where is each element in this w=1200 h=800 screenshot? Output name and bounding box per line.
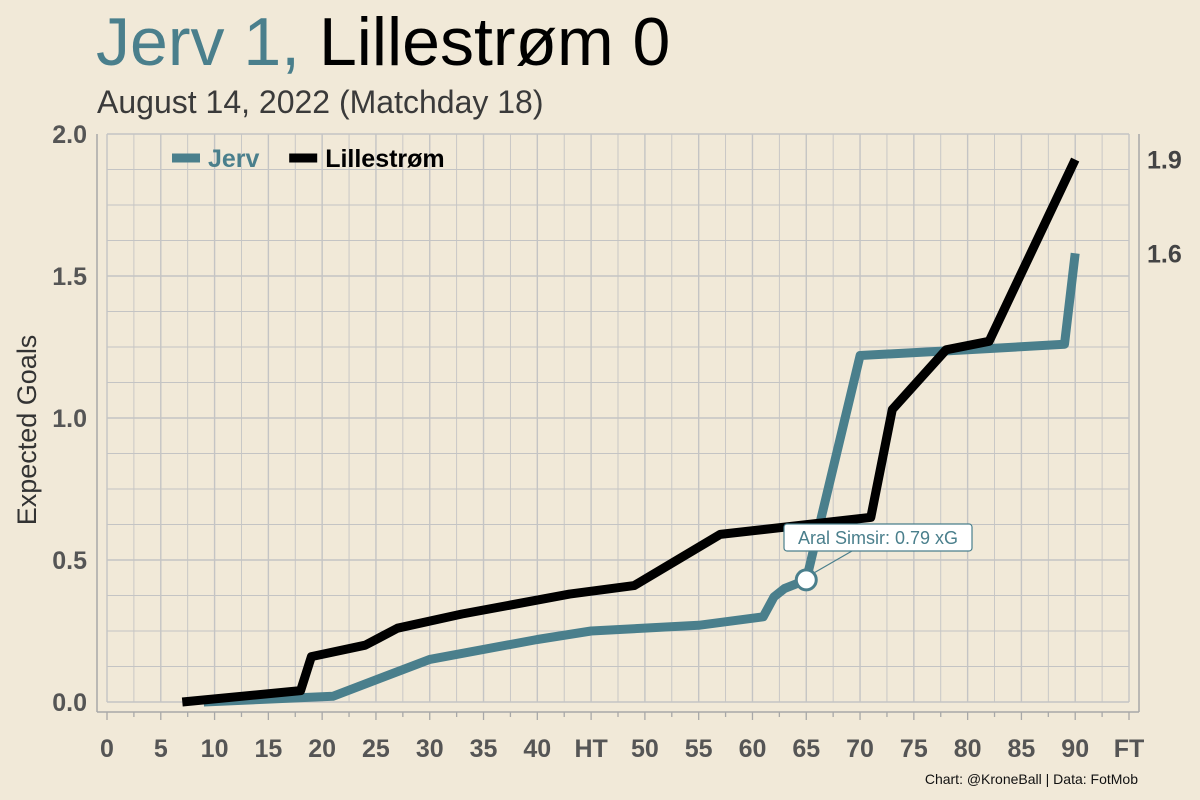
x-tick-label: 85 bbox=[1008, 735, 1036, 763]
axis-frame bbox=[96, 134, 1140, 720]
annotation-box bbox=[783, 523, 973, 552]
legend: Jerv Lillestrøm bbox=[172, 145, 445, 173]
x-tick-label: 50 bbox=[631, 735, 659, 763]
x-tick-label: 5 bbox=[154, 735, 168, 763]
x-tick-label: 15 bbox=[254, 735, 282, 763]
y-tick-label: 1.5 bbox=[52, 263, 87, 291]
x-tick-label: 90 bbox=[1061, 735, 1089, 763]
x-tick-labels: 0 5 10 15 20 25 30 35 40 HT 50 55 60 65 70 75 80 85 90 FT bbox=[100, 735, 1144, 763]
caption: Chart: @KroneBall | Data: FotMob bbox=[924, 771, 1138, 787]
x-tick-label: 0 bbox=[100, 735, 114, 763]
annotation-leader-line bbox=[811, 550, 853, 575]
x-tick-label: 20 bbox=[308, 735, 336, 763]
x-tick-label: 25 bbox=[362, 735, 390, 763]
x-tick-label: 40 bbox=[523, 735, 551, 763]
x-tick-label: 55 bbox=[685, 735, 713, 763]
x-tick-label: 80 bbox=[954, 735, 982, 763]
annotation-marker bbox=[794, 568, 818, 592]
x-tick-label: 75 bbox=[900, 735, 928, 763]
series-lines bbox=[181, 157, 1080, 707]
grid-lines bbox=[106, 133, 1130, 703]
y-tick-label: 1.0 bbox=[52, 405, 87, 433]
x-tick-label: FT bbox=[1114, 735, 1145, 763]
chart-title: Jerv 1, Lillestrøm 0 bbox=[96, 4, 670, 80]
x-tick-label: HT bbox=[574, 735, 607, 763]
chart-subtitle: August 14, 2022 (Matchday 18) bbox=[97, 84, 544, 120]
x-tick-label: 60 bbox=[739, 735, 767, 763]
y-tick-labels: 0.0 0.5 1.0 1.5 2.0 bbox=[52, 121, 87, 717]
x-tick-label: 30 bbox=[416, 735, 444, 763]
x-tick-label: 70 bbox=[846, 735, 874, 763]
shot-annotation: Aral Simsir: 0.79 xG bbox=[783, 523, 973, 592]
end-value-labels: 1.6 1.9 bbox=[1147, 147, 1182, 269]
x-tick-label: 35 bbox=[470, 735, 498, 763]
y-tick-label: 0.5 bbox=[52, 547, 87, 575]
x-tick-label: 10 bbox=[201, 735, 229, 763]
y-axis-label: Expected Goals bbox=[12, 335, 42, 526]
annotation-text: Aral Simsir: 0.79 xG bbox=[798, 528, 958, 548]
end-label: 1.6 bbox=[1147, 240, 1182, 268]
title-away: Lillestrøm 0 bbox=[318, 4, 671, 80]
legend-label: Jerv bbox=[208, 145, 260, 173]
x-tick-label: 65 bbox=[792, 735, 820, 763]
y-tick-label: 2.0 bbox=[52, 121, 87, 149]
series-line-jerv bbox=[203, 252, 1080, 707]
legend-label: Lillestrøm bbox=[325, 145, 444, 173]
end-label: 1.9 bbox=[1147, 147, 1182, 175]
y-tick-label: 0.0 bbox=[52, 689, 87, 717]
title-home: Jerv 1, bbox=[96, 4, 301, 80]
series-line-lillestrm bbox=[181, 157, 1080, 707]
